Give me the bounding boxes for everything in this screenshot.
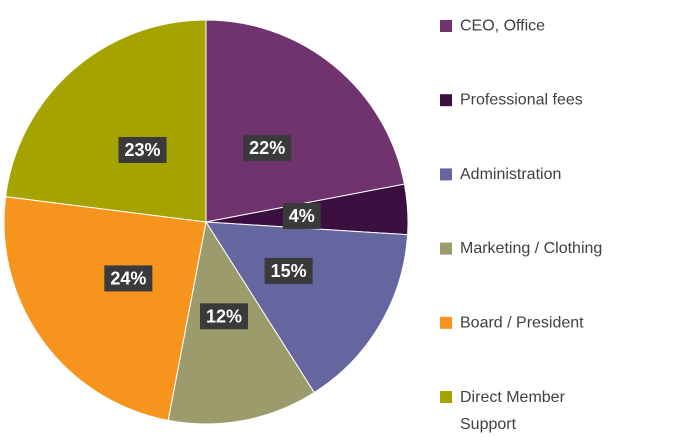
value-label-bg (264, 257, 313, 284)
value-label-bg (282, 202, 321, 229)
legend-label: Direct Member Support (460, 389, 566, 433)
legend-label: Marketing / Clothing (460, 240, 602, 257)
legend-label: Professional fees (460, 92, 583, 109)
value-label: 12% (206, 306, 242, 326)
legend-label: Administration (460, 166, 561, 183)
value-label-bg (199, 303, 249, 330)
legend-swatch (440, 391, 452, 403)
legend-swatch (440, 20, 452, 32)
pie-slice (5, 19, 207, 223)
value-label: 22% (249, 138, 285, 158)
legend-label: CEO, Office (460, 18, 545, 35)
value-label: 4% (289, 206, 315, 226)
value-label: 15% (271, 261, 307, 281)
pie-slice (3, 196, 207, 422)
legend-swatch (440, 168, 452, 181)
pie-slice (205, 221, 409, 394)
legend-swatch (440, 316, 452, 329)
legend-swatch (440, 242, 452, 255)
value-label: 24% (110, 268, 146, 288)
value-label: 23% (124, 140, 160, 160)
value-label-bg (118, 136, 167, 163)
pie-slice (205, 19, 406, 223)
legend-label: Board / President (460, 314, 584, 331)
legend-swatch (440, 94, 452, 107)
value-label-bg (243, 135, 292, 162)
value-label-bg (104, 265, 153, 292)
